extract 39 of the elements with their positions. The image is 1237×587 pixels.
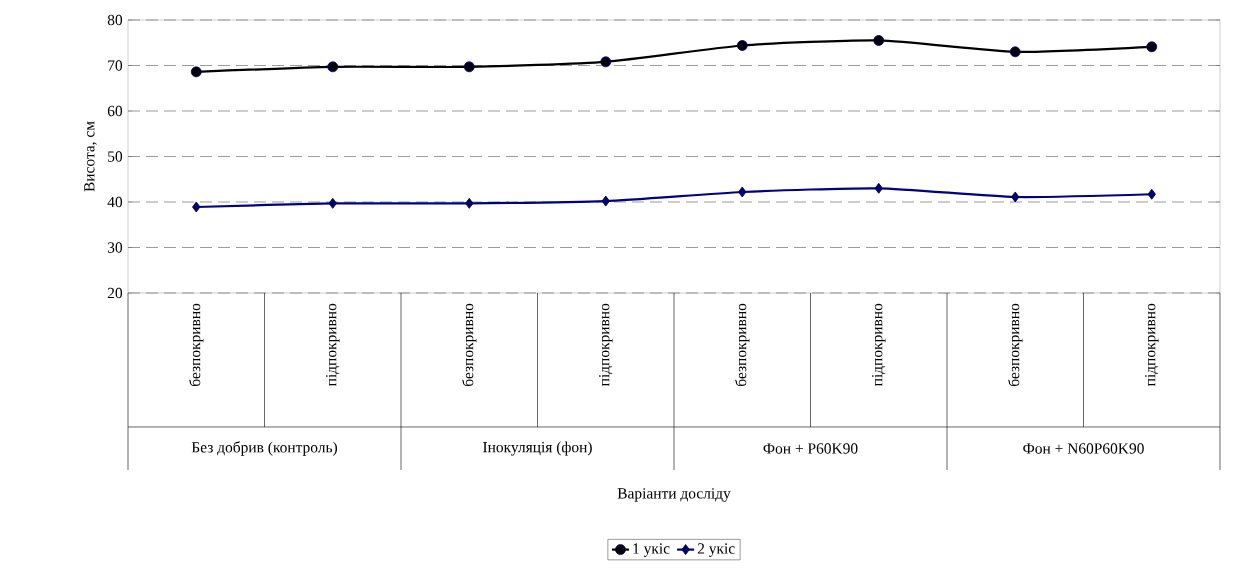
legend-label: 1 укіс — [633, 543, 670, 557]
point — [1011, 191, 1020, 203]
x-tick-label: безпокривно — [462, 303, 477, 387]
point — [1147, 188, 1156, 200]
legend-label: 2 укіс — [697, 543, 735, 557]
y-tick-label: 50 — [108, 151, 123, 162]
y-axis-title: Висота, см — [84, 121, 97, 192]
text: Інокуляція (фон) — [483, 441, 592, 456]
text: Фон + N60P60K90 — [1023, 443, 1144, 454]
x-tick-label: підпокривно — [872, 303, 886, 387]
text: Фон + P60K90 — [763, 443, 858, 454]
point — [736, 40, 748, 51]
y-tick-label: 70 — [108, 60, 123, 71]
point — [328, 197, 337, 209]
point — [1146, 41, 1158, 53]
x-tick-label: підпокривно — [326, 303, 340, 387]
point — [600, 56, 612, 68]
point — [873, 35, 885, 46]
x-tick-label: безпокривно — [735, 303, 750, 387]
y-tick-label: 20 — [107, 287, 123, 299]
y-tick-label: 30 — [107, 242, 123, 253]
x-tick-label: безпокривно — [1008, 303, 1023, 387]
point — [190, 66, 202, 78]
x-tick-label: безпокривно — [189, 303, 204, 387]
point — [327, 61, 339, 73]
point — [601, 195, 610, 207]
y-tick-label: 80 — [107, 14, 123, 26]
point — [738, 186, 747, 198]
text: Варіанти досліду — [617, 488, 731, 502]
point — [465, 197, 474, 209]
x-tick-label: підпокривно — [1145, 303, 1159, 387]
y-tick-label: 40 — [107, 196, 123, 208]
y-tick-label: 60 — [107, 105, 123, 117]
x-tick-label: підпокривно — [599, 303, 613, 387]
point — [192, 201, 201, 213]
point — [463, 61, 475, 73]
point — [874, 182, 883, 194]
point — [1009, 46, 1021, 58]
text: Без добрив (контроль) — [191, 441, 338, 456]
